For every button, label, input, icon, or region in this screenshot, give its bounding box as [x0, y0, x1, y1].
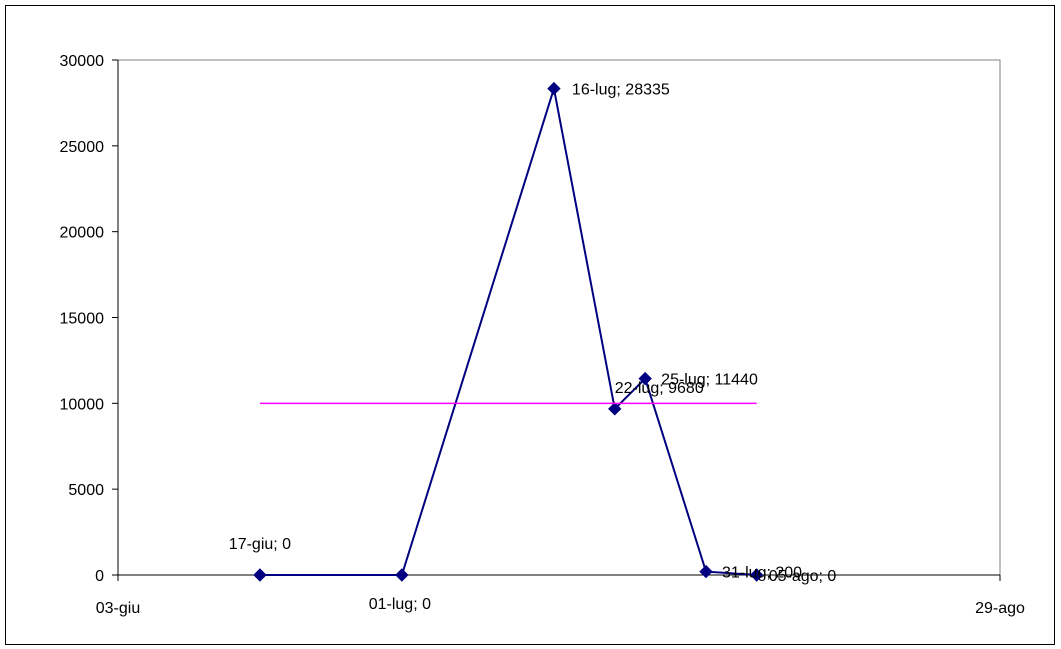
- data-label: 22-lug; 9680: [615, 380, 704, 397]
- x-tick-label: 29-ago: [975, 600, 1025, 617]
- data-point: [547, 81, 561, 96]
- data-label: 25-lug; 11440: [661, 372, 758, 389]
- data-label: 01-lug; 0: [369, 596, 431, 613]
- y-tick-label: 15000: [60, 311, 105, 328]
- data-label: 16-lug; 28335: [572, 82, 670, 99]
- data-point: [749, 568, 764, 582]
- y-tick-label: 5000: [68, 482, 104, 499]
- x-tick-label: 03-giu: [96, 600, 140, 617]
- series-line: [259, 88, 757, 576]
- data-label: 05-ago; 0: [769, 568, 837, 585]
- data-label: 31-lug; 200: [722, 565, 802, 582]
- y-tick-label: 10000: [60, 396, 105, 413]
- plot-area: [117, 59, 1001, 576]
- y-tick-label: 30000: [60, 53, 105, 70]
- y-tick-label: 25000: [60, 139, 105, 156]
- y-tick-label: 20000: [60, 225, 105, 242]
- y-tick-label: 0: [95, 568, 104, 585]
- data-point: [608, 402, 622, 416]
- chart-frame: [5, 5, 1055, 645]
- data-point: [638, 371, 652, 386]
- data-point: [253, 568, 267, 582]
- data-point: [395, 568, 409, 582]
- data-point: [699, 564, 713, 579]
- data-label: 17-giu; 0: [229, 536, 291, 553]
